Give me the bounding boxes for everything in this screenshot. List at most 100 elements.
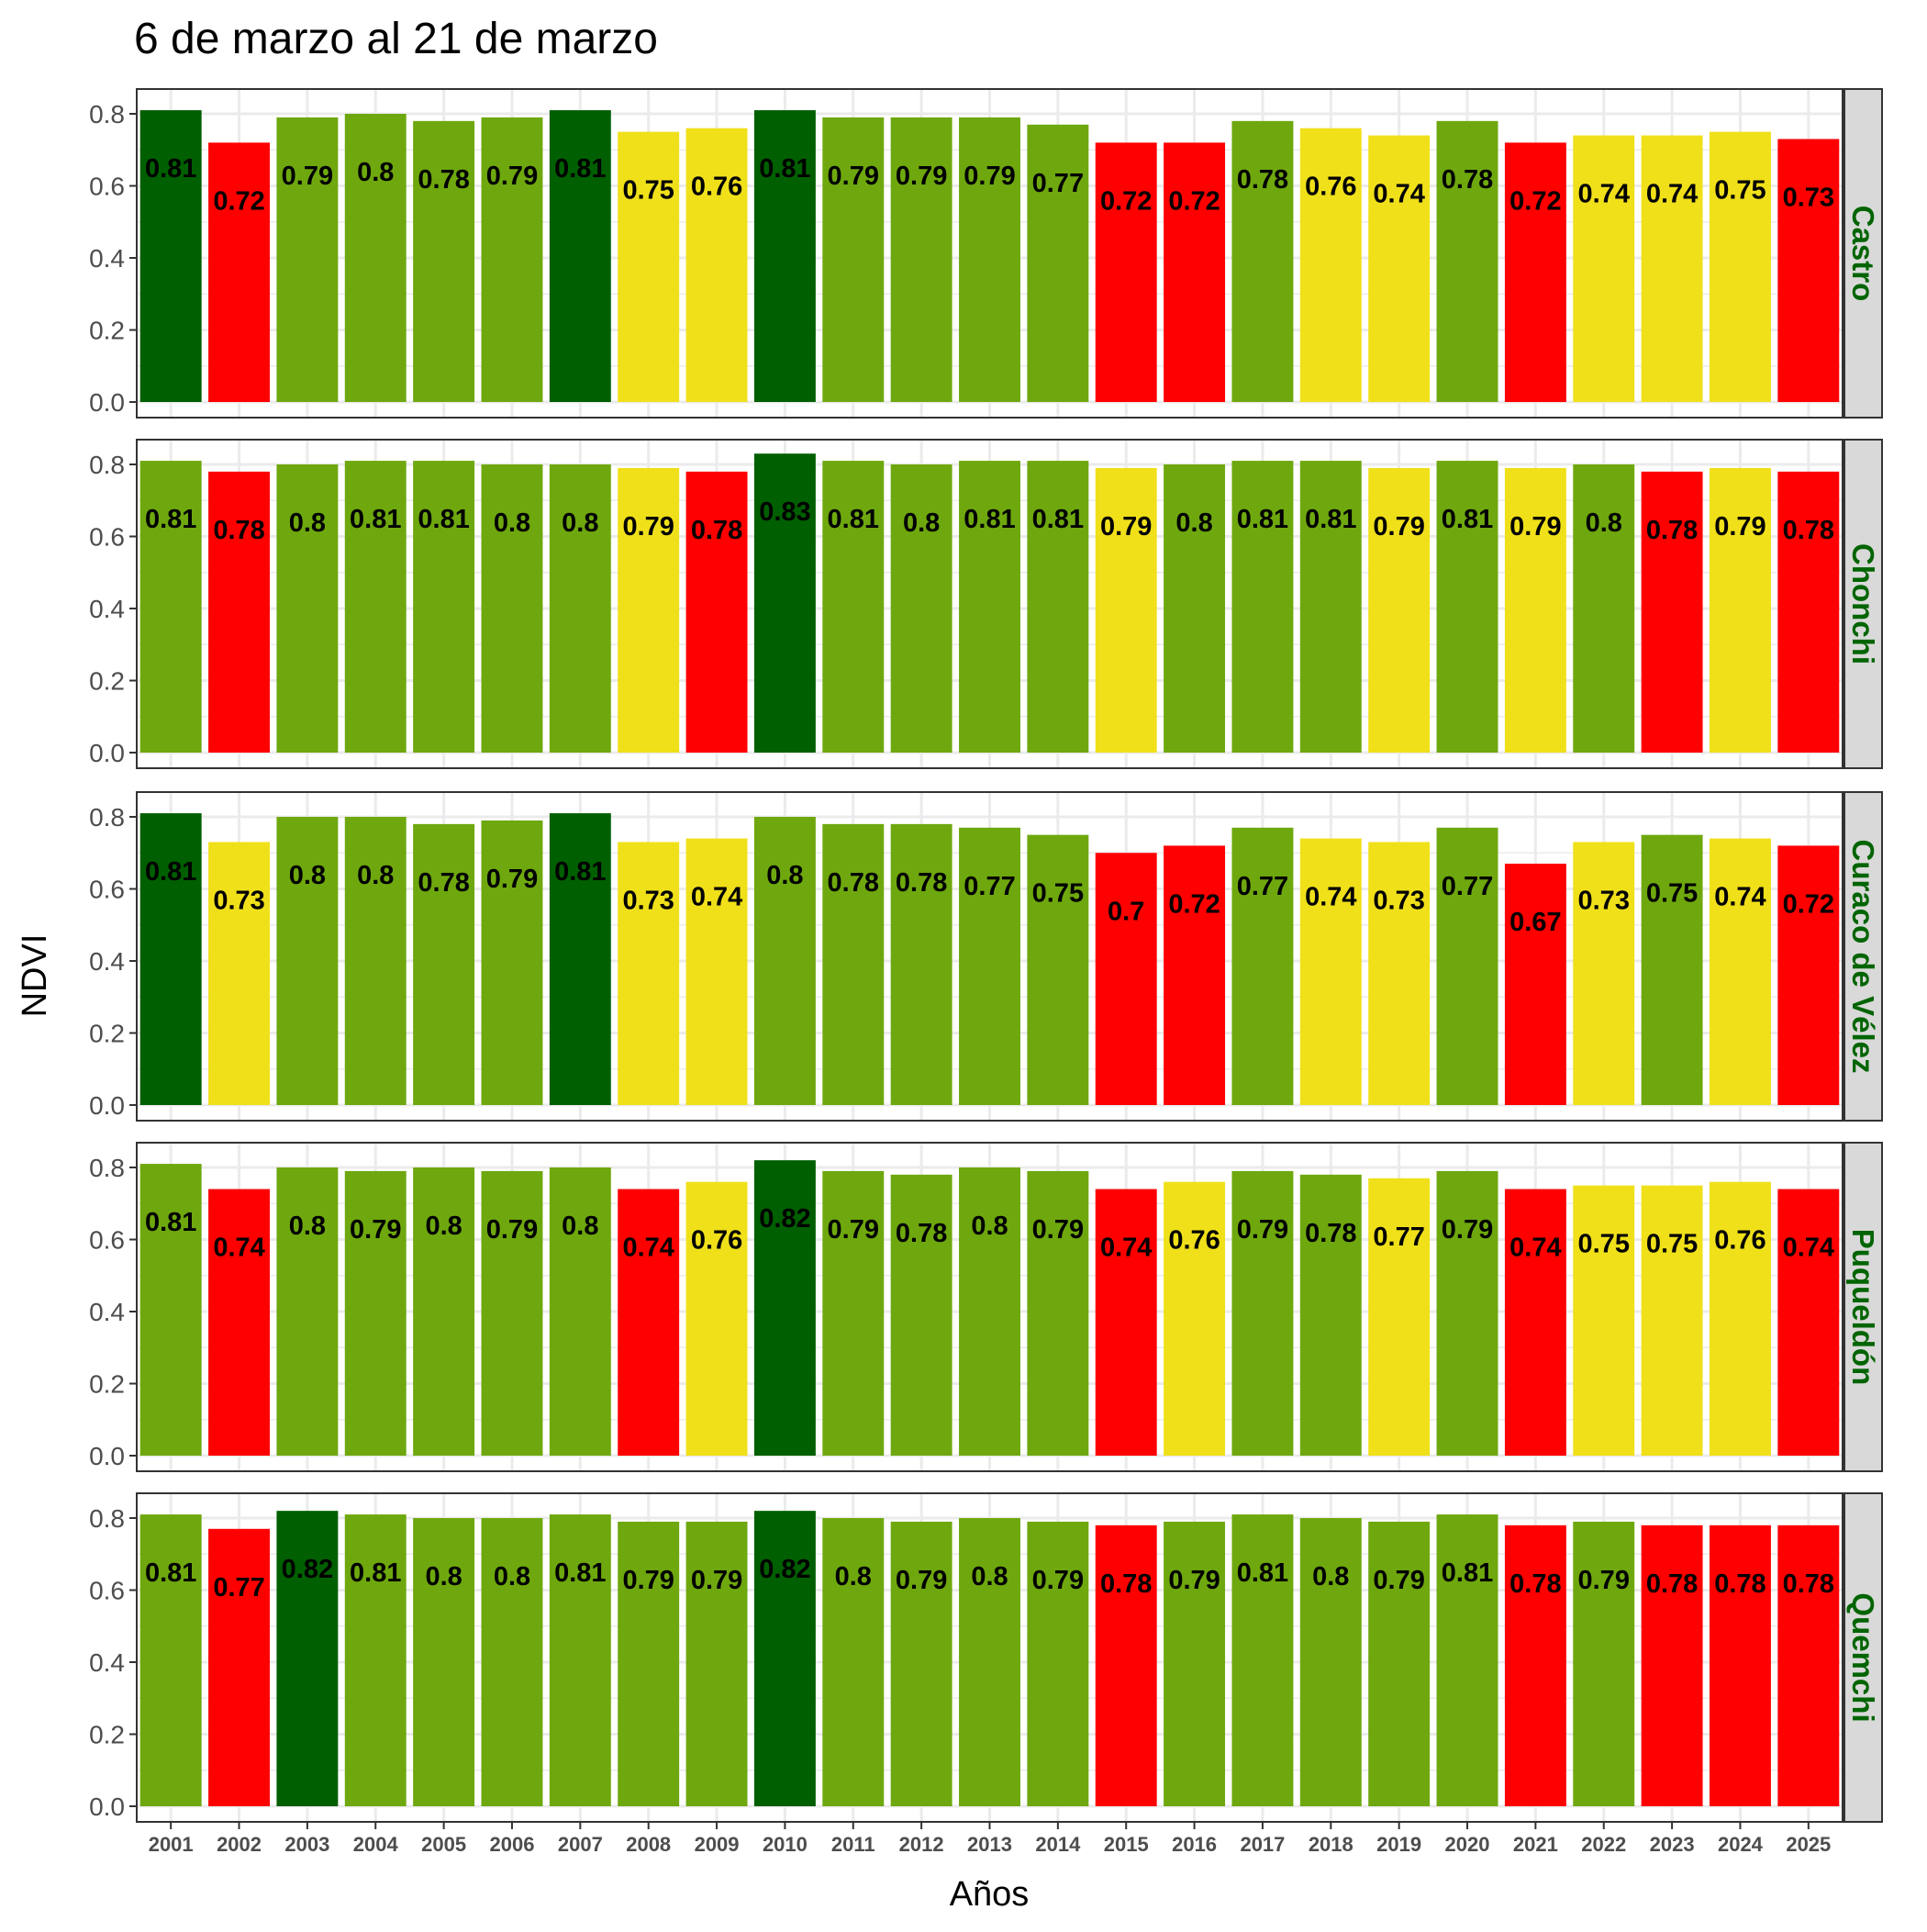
bar-chonchi-2007: [549, 464, 611, 753]
bar-value-label: 0.82: [759, 1555, 810, 1584]
bar-castro-2001: [139, 110, 202, 402]
y-tick-label: 0.4: [89, 244, 125, 273]
y-tick-label: 0.8: [89, 803, 125, 832]
bar-value-label: 0.78: [896, 1219, 947, 1248]
bar-value-label: 0.79: [896, 162, 947, 191]
facet-strip: [1843, 88, 1883, 419]
bar-value-label: 0.83: [759, 497, 810, 527]
bar-value-label: 0.76: [1168, 1226, 1220, 1256]
bar-value-label: 0.74: [1646, 180, 1698, 209]
bar-value-label: 0.81: [1305, 505, 1356, 534]
bar-value-label: 0.81: [759, 154, 810, 184]
bar-castro-2018: [1299, 128, 1362, 402]
bar-value-label: 0.81: [1032, 505, 1084, 534]
bar-value-label: 0.8: [1586, 508, 1622, 538]
bar-value-label: 0.67: [1509, 908, 1561, 937]
bar-value-label: 0.75: [1578, 1230, 1630, 1259]
bar-puqueld-n-2006: [481, 1170, 543, 1456]
bar-value-label: 0.8: [766, 861, 803, 890]
bar-castro-2016: [1164, 142, 1226, 402]
y-tick-label: 0.2: [89, 1020, 125, 1048]
bar-value-label: 0.73: [213, 886, 264, 915]
bar-value-label: 0.8: [971, 1212, 1008, 1241]
bar-quemchi-2014: [1027, 1521, 1089, 1806]
bar-curaco-de-v-lez-2012: [890, 823, 952, 1105]
bar-value-label: 0.79: [1442, 1215, 1493, 1245]
bar-curaco-de-v-lez-2024: [1709, 838, 1771, 1105]
bar-castro-2011: [822, 117, 885, 403]
x-tick-label: 2004: [353, 1833, 399, 1856]
bar-value-label: 0.81: [145, 857, 196, 887]
bar-chonchi-2016: [1164, 464, 1226, 753]
bar-value-label: 0.81: [1237, 505, 1288, 534]
bar-value-label: 0.75: [1646, 1230, 1698, 1259]
bar-castro-2005: [413, 120, 475, 402]
bar-value-label: 0.79: [1373, 512, 1424, 542]
bar-puqueld-n-2021: [1504, 1189, 1566, 1456]
bar-castro-2002: [208, 142, 271, 402]
x-tick-label: 2015: [1104, 1833, 1149, 1856]
bar-quemchi-2006: [481, 1518, 543, 1806]
x-tick-label: 2012: [899, 1833, 944, 1856]
x-tick-label: 2002: [217, 1833, 262, 1856]
bar-value-label: 0.81: [554, 1558, 606, 1588]
y-tick-label: 0.0: [89, 388, 125, 417]
bar-value-label: 0.78: [1714, 1569, 1765, 1599]
bar-value-label: 0.79: [282, 162, 333, 191]
bar-value-label: 0.74: [1305, 883, 1356, 912]
bar-chonchi-2023: [1641, 471, 1703, 753]
bar-castro-2015: [1095, 142, 1157, 402]
y-tick-label: 0.0: [89, 739, 125, 767]
bar-quemchi-2022: [1573, 1521, 1635, 1806]
bar-value-label: 0.81: [145, 1208, 196, 1237]
bar-value-label: 0.79: [1578, 1566, 1630, 1595]
y-tick-label: 0.0: [89, 1091, 125, 1120]
bar-value-label: 0.8: [425, 1212, 462, 1241]
bar-value-label: 0.79: [1237, 1215, 1288, 1245]
bar-value-label: 0.74: [622, 1234, 674, 1263]
bar-value-label: 0.81: [418, 505, 469, 534]
bar-curaco-de-v-lez-2018: [1299, 838, 1362, 1105]
bar-chonchi-2005: [413, 461, 475, 753]
bar-puqueld-n-2005: [413, 1167, 475, 1456]
bar-value-label: 0.81: [554, 857, 606, 887]
bar-quemchi-2001: [139, 1514, 202, 1806]
bar-quemchi-2016: [1164, 1521, 1226, 1806]
bar-castro-2013: [959, 117, 1020, 403]
bar-curaco-de-v-lez-2009: [685, 838, 748, 1105]
bar-quemchi-2011: [822, 1518, 885, 1806]
bar-curaco-de-v-lez-2002: [208, 842, 271, 1105]
bar-value-label: 0.8: [1175, 508, 1212, 538]
bar-value-label: 0.78: [828, 868, 879, 898]
bar-value-label: 0.79: [828, 162, 879, 191]
bar-puqueld-n-2019: [1368, 1178, 1431, 1456]
bar-chonchi-2015: [1095, 467, 1157, 753]
y-tick-label: 0.2: [89, 1370, 125, 1399]
bar-value-label: 0.79: [1100, 512, 1152, 542]
bar-value-label: 0.8: [562, 1212, 598, 1241]
bar-castro-2012: [890, 117, 952, 403]
bar-puqueld-n-2018: [1299, 1174, 1362, 1456]
bar-value-label: 0.76: [691, 173, 742, 202]
bar-value-label: 0.74: [1714, 883, 1765, 912]
bar-value-label: 0.73: [1783, 183, 1834, 212]
y-tick-label: 0.4: [89, 947, 125, 976]
x-tick-label: 2021: [1513, 1833, 1558, 1856]
x-tick-label: 2003: [284, 1833, 329, 1856]
bar-value-label: 0.81: [1237, 1558, 1288, 1588]
x-tick-label: 2024: [1718, 1833, 1764, 1856]
bar-value-label: 0.78: [1646, 516, 1698, 545]
bar-value-label: 0.74: [1509, 1234, 1561, 1263]
bar-castro-2025: [1777, 139, 1840, 402]
bar-value-label: 0.79: [622, 1566, 674, 1595]
bar-castro-2009: [685, 128, 748, 402]
facet-strip: [1843, 1142, 1883, 1472]
bar-quemchi-2008: [618, 1521, 680, 1806]
bar-quemchi-2020: [1436, 1514, 1498, 1806]
x-tick-label: 2014: [1035, 1833, 1081, 1856]
bar-chonchi-2018: [1299, 461, 1362, 753]
x-axis: 2001 2002 2003 2004 2005 2006 2007 2008 2009 2010…: [149, 1822, 1831, 1856]
bar-value-label: 0.74: [213, 1234, 264, 1263]
bar-value-label: 0.81: [350, 505, 401, 534]
